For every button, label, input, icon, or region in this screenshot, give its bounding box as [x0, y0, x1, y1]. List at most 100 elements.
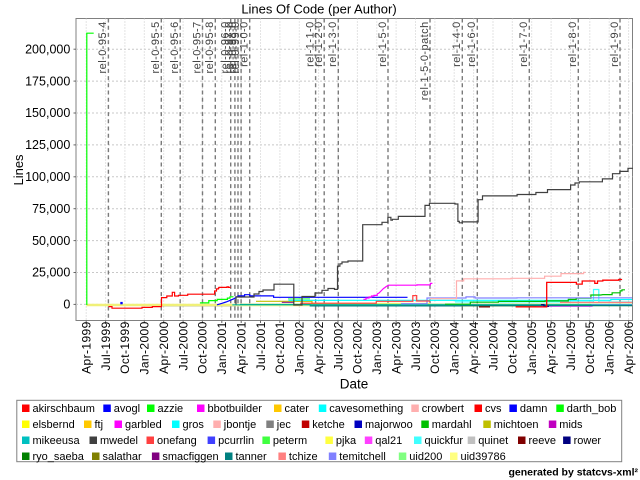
svg-text:Jan-2006: Jan-2006	[603, 321, 617, 374]
svg-text:rel-1-7-0: rel-1-7-0	[518, 21, 530, 67]
svg-text:bbotbuilder: bbotbuilder	[208, 403, 263, 415]
svg-text:Apr-2004: Apr-2004	[467, 321, 481, 374]
svg-text:Jul-1999: Jul-1999	[99, 321, 113, 370]
svg-text:ketche: ketche	[312, 419, 344, 431]
svg-text:garbled: garbled	[125, 419, 162, 431]
svg-text:Apr-2005: Apr-2005	[544, 321, 558, 374]
svg-text:Lines: Lines	[11, 154, 26, 186]
svg-text:100,000: 100,000	[25, 170, 70, 184]
svg-text:rel-0-96-0: rel-0-96-0	[220, 21, 232, 73]
svg-text:damn: damn	[520, 403, 548, 415]
svg-text:Jul-2003: Jul-2003	[409, 321, 423, 370]
svg-text:darth_bob: darth_bob	[567, 403, 617, 415]
svg-text:Oct-1999: Oct-1999	[118, 321, 132, 374]
svg-text:rel-0-98-0: rel-0-98-0	[227, 21, 239, 73]
svg-text:elsbernd: elsbernd	[33, 419, 75, 431]
svg-text:tanner: tanner	[236, 451, 268, 463]
svg-text:ftj: ftj	[95, 419, 104, 431]
svg-text:rel-1-1-0: rel-1-1-0	[304, 21, 316, 67]
svg-text:peterm: peterm	[273, 435, 307, 447]
svg-text:rel-0-95-5: rel-0-95-5	[150, 21, 162, 73]
svg-text:cavesomething: cavesomething	[329, 403, 403, 415]
svg-text:reeve: reeve	[529, 435, 557, 447]
svg-text:michtoen: michtoen	[494, 419, 539, 431]
svg-text:salathar: salathar	[103, 451, 142, 463]
svg-text:rower: rower	[574, 435, 602, 447]
svg-text:cvs: cvs	[485, 403, 502, 415]
svg-text:Jul-2002: Jul-2002	[331, 321, 345, 370]
svg-text:crowbert: crowbert	[422, 403, 464, 415]
svg-text:150,000: 150,000	[25, 106, 70, 120]
svg-text:Oct-2005: Oct-2005	[583, 321, 597, 374]
svg-text:ryo_saeba: ryo_saeba	[33, 451, 85, 463]
svg-text:Oct-2002: Oct-2002	[351, 321, 365, 374]
svg-text:uid200: uid200	[409, 451, 442, 463]
svg-text:Jul-2004: Jul-2004	[486, 321, 500, 370]
svg-text:onefang: onefang	[157, 435, 197, 447]
svg-text:Apr-2006: Apr-2006	[622, 321, 636, 374]
svg-text:rel-1-6-0: rel-1-6-0	[466, 21, 478, 67]
svg-text:rel-1-2-0: rel-1-2-0	[313, 21, 325, 67]
svg-text:Jul-2005: Jul-2005	[564, 321, 578, 370]
svg-text:Jul-2001: Jul-2001	[254, 321, 268, 370]
svg-text:uid39786: uid39786	[461, 451, 506, 463]
svg-text:Jan-2004: Jan-2004	[448, 321, 462, 374]
svg-text:rel-0-95-7: rel-0-95-7	[191, 21, 203, 73]
svg-text:Jan-2003: Jan-2003	[370, 321, 384, 374]
svg-text:rel-0-95-4: rel-0-95-4	[97, 21, 109, 73]
svg-text:quinet: quinet	[478, 435, 508, 447]
svg-text:gros: gros	[183, 419, 205, 431]
svg-text:mardahl: mardahl	[432, 419, 472, 431]
svg-text:Apr-2000: Apr-2000	[157, 321, 171, 374]
svg-text:Jul-2000: Jul-2000	[176, 321, 190, 370]
svg-text:Date: Date	[340, 377, 369, 392]
svg-text:rel-0-97-0: rel-0-97-0	[224, 21, 236, 73]
svg-text:rel-1-9-0: rel-1-9-0	[609, 21, 621, 67]
svg-text:0: 0	[63, 298, 70, 312]
svg-text:rel-1-8-0: rel-1-8-0	[567, 21, 579, 67]
svg-text:rel-1-4-0: rel-1-4-0	[451, 21, 463, 67]
svg-text:mikeeusa: mikeeusa	[33, 435, 81, 447]
svg-text:jbontje: jbontje	[223, 419, 256, 431]
svg-text:rel-1-0-0: rel-1-0-0	[239, 21, 251, 67]
svg-text:azzie: azzie	[158, 403, 184, 415]
svg-text:rel-1-3-0: rel-1-3-0	[327, 21, 339, 67]
svg-text:temitchell: temitchell	[339, 451, 385, 463]
svg-text:pcurrlin: pcurrlin	[218, 435, 254, 447]
svg-text:akirschbaum: akirschbaum	[33, 403, 95, 415]
svg-text:quickfur: quickfur	[425, 435, 464, 447]
svg-text:75,000: 75,000	[32, 202, 70, 216]
svg-text:Apr-2003: Apr-2003	[389, 321, 403, 374]
svg-text:mwedel: mwedel	[100, 435, 138, 447]
svg-text:generated by statcvs-xml²: generated by statcvs-xml²	[508, 467, 638, 479]
svg-text:rel-1-5-0-patch: rel-1-5-0-patch	[419, 21, 431, 100]
svg-text:Jan-2002: Jan-2002	[293, 321, 307, 374]
svg-text:Jan-2005: Jan-2005	[525, 321, 539, 374]
svg-text:Apr-2002: Apr-2002	[312, 321, 326, 374]
svg-text:Jan-2000: Jan-2000	[138, 321, 152, 374]
svg-text:Oct-2004: Oct-2004	[506, 321, 520, 374]
svg-text:50,000: 50,000	[32, 234, 70, 248]
svg-text:Oct-2003: Oct-2003	[428, 321, 442, 374]
svg-text:Lines Of Code (per Author): Lines Of Code (per Author)	[241, 2, 396, 17]
svg-text:avogl: avogl	[114, 403, 140, 415]
svg-text:25,000: 25,000	[32, 266, 70, 280]
svg-text:pjka: pjka	[336, 435, 357, 447]
svg-text:Oct-2000: Oct-2000	[196, 321, 210, 374]
svg-text:rel-0-95-6: rel-0-95-6	[169, 21, 181, 73]
svg-text:tchize: tchize	[289, 451, 318, 463]
svg-text:Jan-2001: Jan-2001	[215, 321, 229, 374]
svg-text:125,000: 125,000	[25, 138, 70, 152]
svg-text:cater: cater	[285, 403, 310, 415]
svg-text:qal21: qal21	[375, 435, 402, 447]
svg-text:Oct-2001: Oct-2001	[273, 321, 287, 374]
svg-text:smacfiggen: smacfiggen	[162, 451, 218, 463]
svg-text:Apr-1999: Apr-1999	[80, 321, 94, 374]
svg-text:Apr-2001: Apr-2001	[235, 321, 249, 374]
svg-text:rel-0-99-0: rel-0-99-0	[230, 21, 242, 73]
svg-text:200,000: 200,000	[25, 42, 70, 56]
svg-text:jec: jec	[276, 419, 292, 431]
svg-text:majorwoo: majorwoo	[365, 419, 413, 431]
svg-text:rel-1-5-0: rel-1-5-0	[377, 21, 389, 67]
svg-text:rel-0-95-8: rel-0-95-8	[204, 21, 216, 73]
